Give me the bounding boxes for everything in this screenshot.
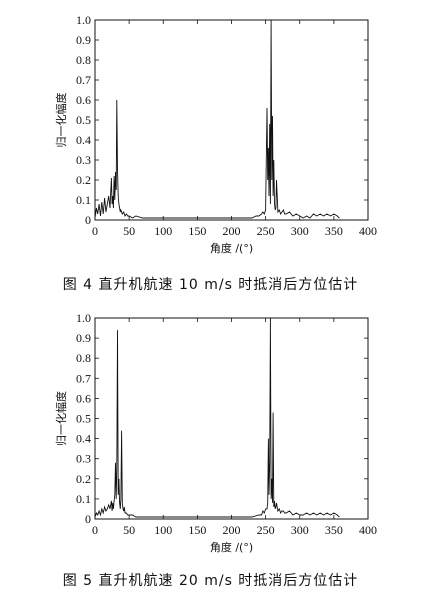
y-tick-label: 0.9 — [76, 33, 91, 47]
y-tick-label: 0.3 — [76, 452, 91, 466]
chart-figure-5: 0 50 100 150 200 250 300 350 400 0 0.1 0.2 0.3 0.4 0.5… — [54, 311, 377, 554]
x-tick-label: 350 — [325, 224, 343, 238]
y-tick-label: 0.6 — [76, 391, 91, 405]
y-tick-label: 0.9 — [76, 331, 91, 345]
y-tick-label: 0 — [85, 512, 91, 526]
y-tick-label: 0.5 — [76, 113, 91, 127]
x-tick-label: 150 — [188, 224, 206, 238]
x-axis-label: 角度 /(°) — [210, 540, 253, 554]
y-tick-label: 1.0 — [76, 13, 91, 27]
series-line — [94, 19, 340, 219]
y-tick-label: 0.4 — [76, 133, 91, 147]
x-tick-label: 350 — [325, 523, 343, 537]
y-tick-label: 0.6 — [76, 93, 91, 107]
y-tick-label: 0.1 — [76, 492, 91, 506]
x-tick-label: 100 — [154, 224, 172, 238]
x-tick-label: 300 — [291, 523, 309, 537]
plot-frame — [94, 19, 369, 221]
y-tick-label: 0.7 — [76, 371, 91, 385]
y-tick-label: 0.8 — [76, 351, 91, 365]
plot-frame — [94, 317, 369, 520]
x-tick-label: 50 — [123, 224, 135, 238]
x-tick-label: 50 — [123, 523, 135, 537]
x-tick-label: 300 — [291, 224, 309, 238]
y-tick-label: 0.5 — [76, 412, 91, 426]
figure-5-caption: 图 5 直升机航速 20 m/s 时抵消后方位估计 — [62, 573, 359, 589]
x-axis-label: 角度 /(°) — [210, 241, 253, 255]
x-tick-label: 250 — [257, 523, 275, 537]
x-tick-label: 400 — [359, 224, 377, 238]
x-tick-label: 400 — [359, 523, 377, 537]
y-axis-label: 归一化幅度 — [54, 93, 68, 148]
y-tick-label: 1.0 — [76, 311, 91, 325]
y-tick-label: 0.7 — [76, 73, 91, 87]
x-tick-label: 200 — [223, 523, 241, 537]
y-tick-label: 0.2 — [76, 472, 91, 486]
x-tick-label: 150 — [188, 523, 206, 537]
y-tick-label: 0.1 — [76, 193, 91, 207]
figure-4-caption: 图 4 直升机航速 10 m/s 时抵消后方位估计 — [62, 277, 359, 293]
plot-area: 0 50 100 150 200 250 300 350 400 0 0.1 0.2 0.3 0.4 0.5… — [54, 13, 377, 255]
x-tick-label: 0 — [92, 224, 98, 238]
plot-area: 0 50 100 150 200 250 300 350 400 0 0.1 0.2 0.3 0.4 0.5… — [54, 311, 377, 554]
x-tick-label: 100 — [154, 523, 172, 537]
y-tick-label: 0.4 — [76, 432, 91, 446]
y-tick-label: 0.8 — [76, 53, 91, 67]
y-tick-label: 0.3 — [76, 153, 91, 167]
x-tick-label: 0 — [92, 523, 98, 537]
x-tick-label: 200 — [223, 224, 241, 238]
chart-figure-4: 0 50 100 150 200 250 300 350 400 0 0.1 0.2 0.3 0.4 0.5… — [54, 13, 377, 255]
y-tick-label: 0.2 — [76, 173, 91, 187]
y-axis-label: 归一化幅度 — [54, 391, 68, 446]
y-tick-label: 0 — [85, 213, 91, 227]
x-tick-label: 250 — [257, 224, 275, 238]
series-line — [94, 317, 340, 518]
